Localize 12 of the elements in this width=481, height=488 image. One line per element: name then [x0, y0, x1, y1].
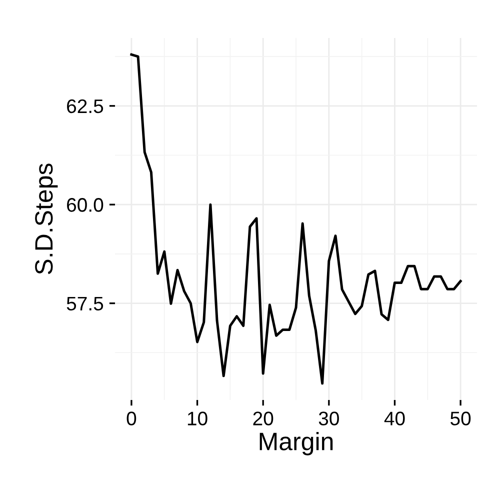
x-tick-label: 20: [253, 412, 274, 426]
line-series: [130, 53, 462, 385]
x-axis-title: Margin: [260, 432, 333, 456]
x-tick-label: 40: [384, 412, 405, 426]
y-tick-label: 57.5: [66, 296, 104, 311]
y-tick-label: 60.0: [67, 198, 104, 212]
y-axis-title: S.D.Steps: [35, 164, 58, 274]
y-tick-label: 62.5: [67, 99, 104, 114]
x-tick-label: 30: [318, 412, 339, 426]
x-tick-label: 0: [126, 412, 136, 426]
x-tick-label: 50: [450, 412, 471, 426]
x-tick-label: 10: [188, 412, 208, 426]
